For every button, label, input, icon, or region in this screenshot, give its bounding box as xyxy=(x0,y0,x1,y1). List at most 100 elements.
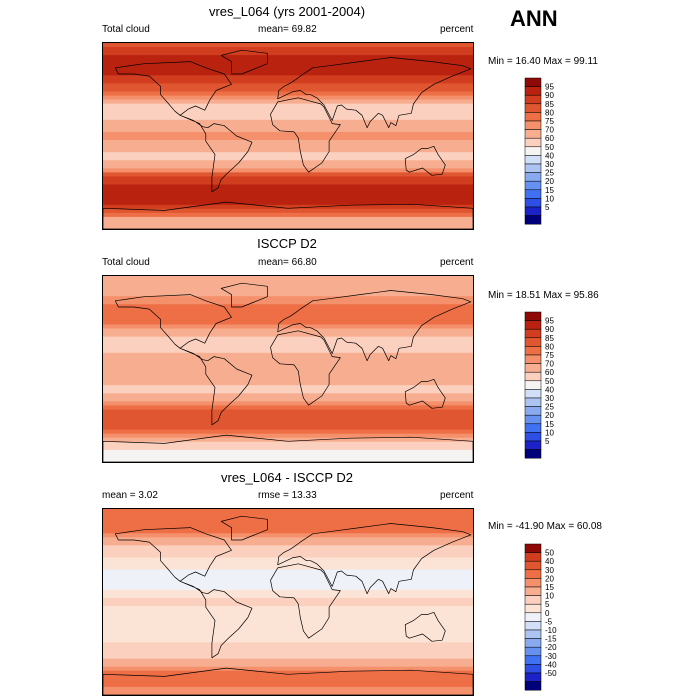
zonal-band xyxy=(103,119,473,125)
colorbar-box xyxy=(524,638,542,648)
colorbar-tick-label: 5 xyxy=(545,437,550,446)
colorbar-box xyxy=(524,155,542,165)
zonal-band xyxy=(103,144,473,149)
zonal-band xyxy=(103,602,473,607)
zonal-band xyxy=(103,642,473,648)
panel-3-heatmap xyxy=(103,509,473,695)
colorbar-tick-label: 30 xyxy=(545,394,554,403)
colorbar-box xyxy=(524,612,542,622)
zonal-band xyxy=(103,457,473,462)
zonal-band xyxy=(103,441,473,447)
zonal-band xyxy=(103,47,473,52)
zonal-band xyxy=(103,561,473,567)
zonal-band xyxy=(103,95,473,101)
colorbar-tick-label: 50 xyxy=(545,377,554,386)
colorbar-tick-label: 10 xyxy=(545,194,554,203)
colorbar-tick-label: 20 xyxy=(545,574,554,583)
zonal-band xyxy=(103,529,473,534)
panel-3-minmax-label: Min = -41.90 Max = 60.08 xyxy=(488,521,602,532)
zonal-band xyxy=(103,618,473,623)
colorbar-box xyxy=(524,603,542,614)
zonal-band xyxy=(103,541,473,546)
zonal-band xyxy=(103,513,473,518)
coastline xyxy=(103,667,473,695)
colorbar-tick-label: 80 xyxy=(545,342,554,351)
zonal-band xyxy=(103,288,473,293)
colorbar-tick-label: 95 xyxy=(545,83,554,92)
coastline xyxy=(277,57,472,129)
zonal-band xyxy=(103,352,473,358)
colorbar-tick-label: 30 xyxy=(545,566,554,575)
zonal-band xyxy=(103,389,473,394)
zonal-band xyxy=(103,413,473,419)
zonal-band xyxy=(103,433,473,439)
colorbar-box xyxy=(524,328,542,339)
zonal-band xyxy=(103,630,473,635)
coastline xyxy=(277,523,472,595)
zonal-band xyxy=(103,565,473,571)
zonal-band xyxy=(103,79,473,85)
colorbar-tick-label: 40 xyxy=(545,385,554,394)
colorbar-tick-label: 0 xyxy=(545,609,550,618)
coastline xyxy=(114,294,232,349)
coastline xyxy=(179,114,253,193)
colorbar-tick-label: 90 xyxy=(545,325,554,334)
zonal-band xyxy=(103,67,473,72)
panel-1-minmax-label: Min = 16.40 Max = 99.11 xyxy=(488,56,598,67)
colorbar-tick-label: 20 xyxy=(545,177,554,186)
zonal-band xyxy=(103,385,473,390)
zonal-band xyxy=(103,188,473,194)
colorbar-box xyxy=(524,311,542,321)
colorbar-tick-label: 15 xyxy=(545,186,554,195)
zonal-band xyxy=(103,377,473,382)
zonal-band xyxy=(103,220,473,226)
zonal-band xyxy=(103,184,473,190)
colorbar-tick-label: 60 xyxy=(545,368,554,377)
colorbar-tick-label: -40 xyxy=(545,660,557,669)
colorbar-tick-label: 10 xyxy=(545,592,554,601)
zonal-band xyxy=(103,348,473,354)
colorbar-box xyxy=(524,664,542,674)
panel-2-left-label: Total cloud xyxy=(102,257,150,268)
zonal-band xyxy=(103,569,473,575)
zonal-band xyxy=(103,51,473,56)
panel-3-title: vres_L064 - ISCCP D2 xyxy=(221,470,353,485)
zonal-band xyxy=(103,437,473,443)
colorbar-box xyxy=(524,172,542,182)
colorbar-box xyxy=(524,681,542,691)
panel-1-center-label: mean= 69.82 xyxy=(258,24,317,35)
coastline xyxy=(179,347,253,426)
zonal-band xyxy=(103,212,473,218)
zonal-band xyxy=(103,127,473,133)
colorbar-box xyxy=(524,440,542,450)
colorbar-tick-label: 70 xyxy=(545,126,554,135)
zonal-band xyxy=(103,216,473,222)
zonal-band xyxy=(103,156,473,161)
zonal-band xyxy=(103,204,473,210)
zonal-band xyxy=(103,63,473,68)
colorbar-box xyxy=(524,215,542,225)
coastline xyxy=(277,290,472,362)
colorbar-box xyxy=(524,112,542,122)
colorbar-tick-label: 75 xyxy=(545,351,554,360)
zonal-band xyxy=(103,373,473,378)
colorbar-tick-label: 50 xyxy=(545,143,554,152)
panel-2-minmax-label: Min = 18.51 Max = 95.86 xyxy=(488,290,599,301)
zonal-band xyxy=(103,292,473,297)
colorbar-tick-label: 15 xyxy=(545,420,554,429)
colorbar-box xyxy=(524,86,542,96)
zonal-band xyxy=(103,610,473,615)
zonal-band xyxy=(103,654,473,660)
zonal-band xyxy=(103,152,473,157)
zonal-band xyxy=(103,224,473,229)
zonal-band xyxy=(103,196,473,202)
zonal-band xyxy=(103,83,473,89)
colorbar-tick-label: 25 xyxy=(545,403,554,412)
colorbar-tick-label: 85 xyxy=(545,334,554,343)
zonal-band xyxy=(103,340,473,346)
colorbar-box xyxy=(524,94,542,105)
zonal-band xyxy=(103,517,473,522)
colorbar-tick-label: -30 xyxy=(545,652,557,661)
zonal-band xyxy=(103,200,473,206)
colorbar-box xyxy=(524,449,542,459)
